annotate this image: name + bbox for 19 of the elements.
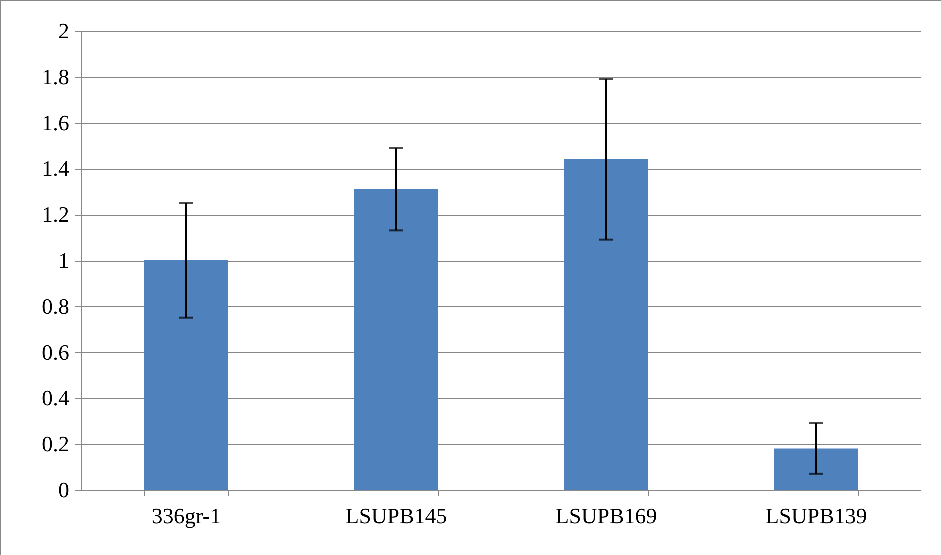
y-tick-label: 1.6 [42, 110, 70, 136]
y-tick-label: 0.8 [42, 294, 70, 319]
y-tick-label: 1.2 [42, 202, 70, 228]
bar [144, 260, 228, 490]
x-tick-label: 336gr-1 [152, 504, 222, 528]
bar [354, 189, 438, 490]
y-tick-label: 0.6 [42, 340, 70, 365]
y-tick-label: 0.2 [42, 432, 70, 457]
bar [774, 448, 858, 490]
x-tick-label: LSUPB169 [556, 504, 658, 528]
y-tick-label: 1.8 [42, 64, 70, 90]
y-tick-label: 0.4 [42, 386, 70, 411]
y-tick-label: 1 [58, 248, 70, 273]
x-tick-label: LSUPB139 [766, 504, 868, 528]
y-tick-label: 0 [58, 478, 70, 502]
y-tick-label: 1.4 [42, 156, 70, 182]
x-tick-label: LSUPB145 [346, 504, 448, 528]
bar [564, 160, 648, 490]
y-tick-label: 2 [58, 18, 70, 44]
